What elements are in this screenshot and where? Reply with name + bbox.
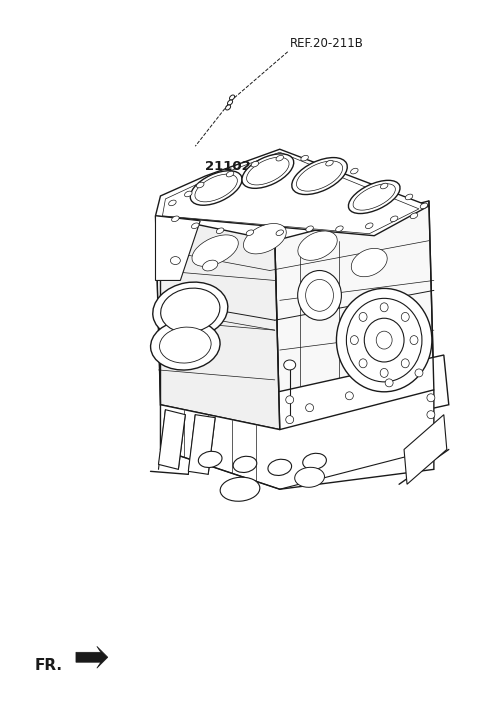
Ellipse shape [359,359,367,368]
Ellipse shape [346,392,353,400]
Ellipse shape [226,171,234,177]
Ellipse shape [286,396,294,404]
Ellipse shape [336,226,343,231]
Polygon shape [156,149,429,236]
Ellipse shape [350,168,358,174]
Ellipse shape [184,191,192,197]
Ellipse shape [365,223,373,228]
Text: REF.20-211B: REF.20-211B [290,37,363,50]
Ellipse shape [203,260,218,271]
Ellipse shape [246,230,254,236]
Ellipse shape [297,161,343,191]
Ellipse shape [298,271,341,320]
Polygon shape [265,355,449,445]
Polygon shape [76,647,108,668]
Ellipse shape [364,318,404,362]
Ellipse shape [233,456,257,473]
Ellipse shape [303,453,326,470]
Ellipse shape [350,336,358,344]
Polygon shape [156,216,280,430]
Ellipse shape [216,228,224,233]
Ellipse shape [306,226,313,231]
Polygon shape [275,201,434,430]
Ellipse shape [229,95,235,100]
Ellipse shape [336,289,432,392]
Ellipse shape [306,404,313,412]
Ellipse shape [298,231,337,261]
Ellipse shape [198,451,222,468]
Ellipse shape [159,327,211,363]
Ellipse shape [243,223,286,254]
Ellipse shape [326,160,333,166]
Ellipse shape [168,200,176,205]
Polygon shape [158,410,185,470]
Ellipse shape [301,155,308,161]
Ellipse shape [226,105,230,110]
Ellipse shape [195,174,238,202]
Ellipse shape [228,100,233,105]
Ellipse shape [359,312,367,321]
Polygon shape [160,390,434,489]
Ellipse shape [153,282,228,339]
Ellipse shape [276,230,284,236]
Ellipse shape [427,394,435,402]
Ellipse shape [286,416,294,424]
Ellipse shape [295,468,324,488]
Ellipse shape [376,332,392,349]
Ellipse shape [401,312,409,321]
Ellipse shape [247,158,289,185]
Ellipse shape [292,158,348,195]
Text: FR.: FR. [34,658,62,673]
Ellipse shape [196,182,204,188]
Ellipse shape [151,320,220,370]
Ellipse shape [347,299,422,382]
Ellipse shape [351,248,387,276]
Ellipse shape [390,216,398,222]
Ellipse shape [380,303,388,311]
Ellipse shape [161,288,220,332]
Ellipse shape [276,155,284,161]
Polygon shape [404,415,447,484]
Ellipse shape [405,194,413,200]
Ellipse shape [401,359,409,368]
Ellipse shape [192,223,199,228]
Ellipse shape [380,369,388,377]
Ellipse shape [220,478,260,501]
Ellipse shape [381,183,388,189]
Ellipse shape [190,170,242,205]
Ellipse shape [242,154,294,188]
Ellipse shape [385,379,393,387]
Ellipse shape [410,213,418,218]
Ellipse shape [415,369,423,377]
Text: 21102: 21102 [205,160,251,173]
Ellipse shape [284,360,296,370]
Ellipse shape [348,180,400,213]
Ellipse shape [172,216,179,222]
Ellipse shape [306,279,334,311]
Ellipse shape [410,336,418,344]
Polygon shape [156,216,200,281]
Ellipse shape [353,184,396,211]
Ellipse shape [170,256,180,264]
Ellipse shape [251,161,259,167]
Ellipse shape [427,411,435,419]
Ellipse shape [420,203,428,208]
Polygon shape [188,415,215,474]
Ellipse shape [192,235,239,266]
Ellipse shape [268,459,291,475]
